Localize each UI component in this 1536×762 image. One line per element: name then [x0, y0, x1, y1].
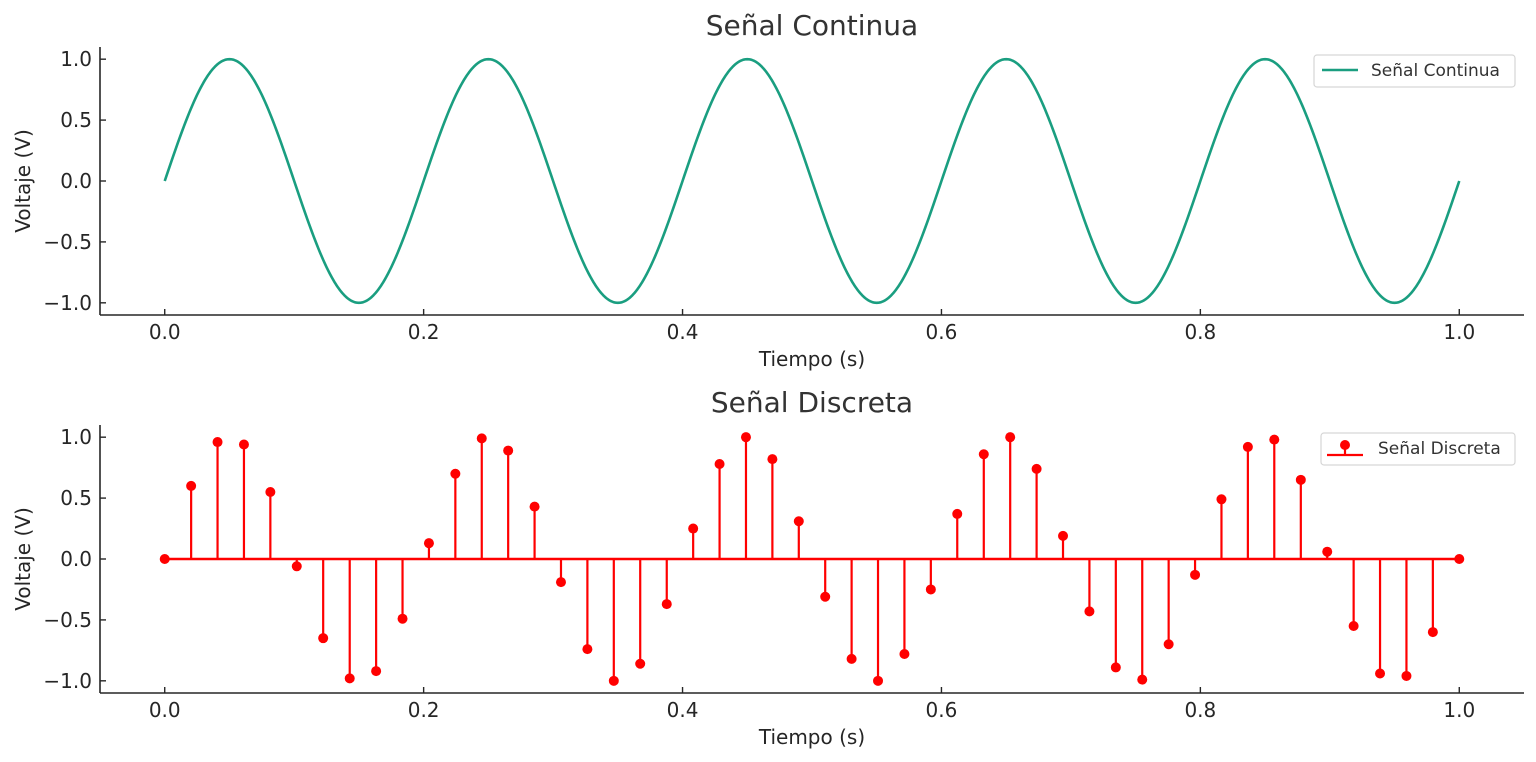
x-axis-label: Tiempo (s)	[758, 347, 865, 371]
stem-marker	[688, 523, 699, 534]
stem-marker	[1348, 621, 1359, 631]
stem-marker	[899, 649, 910, 660]
x-tick-label: 0.0	[149, 698, 181, 722]
stem-marker	[371, 666, 382, 677]
legend-label: Señal Discreta	[1378, 439, 1501, 459]
x-tick-label: 0.4	[667, 320, 699, 344]
stem-marker	[555, 577, 566, 588]
stem-marker	[291, 561, 302, 572]
stem-marker	[1163, 639, 1174, 650]
legend-box	[1313, 54, 1516, 88]
x-axis-label: Tiempo (s)	[758, 725, 865, 749]
stem-marker	[1269, 434, 1280, 445]
y-tick-label: −1.0	[43, 291, 92, 315]
x-tick-label: 0.0	[149, 320, 181, 344]
series-line-senal-continua	[163, 57, 1461, 305]
y-tick-label: 1.0	[60, 47, 92, 71]
stem-marker	[397, 613, 408, 624]
x-tick-label: 0.2	[408, 320, 440, 344]
stem-marker	[1322, 546, 1333, 557]
x-tick-label: 1.0	[1443, 698, 1475, 722]
chart-1: Señal Continua 0.0 0.2 0.4 0.6 0.8 1.0 1.0 0.5 0.…	[11, 9, 1524, 371]
y-tick-label: −0.5	[43, 230, 92, 254]
stem-marker	[1005, 432, 1016, 443]
stem-marker	[740, 432, 751, 443]
stem-marker	[1084, 606, 1095, 617]
stem-marker	[1216, 494, 1227, 505]
stem-marker	[1242, 441, 1253, 452]
y-tick-label: 0.5	[60, 486, 92, 510]
legend-marker-swatch	[1340, 440, 1350, 450]
stem-marker	[873, 675, 884, 686]
stem-marker	[582, 644, 593, 655]
stem-marker	[1058, 530, 1069, 541]
chart-title: Señal Continua	[706, 9, 918, 42]
stem-marker	[608, 675, 619, 686]
x-tick-label: 0.6	[926, 320, 958, 344]
stem-marker	[925, 584, 936, 595]
stem-marker	[1454, 554, 1465, 564]
y-axis-label: Voltaje (V)	[11, 507, 35, 611]
stem-marker	[793, 516, 804, 527]
stem-marker	[423, 538, 434, 549]
y-tick-label: 0.0	[60, 547, 92, 571]
stem-marker	[846, 653, 857, 664]
stem-marker	[661, 599, 672, 610]
stem-marker	[1190, 569, 1201, 580]
legend-label: Señal Continua	[1371, 61, 1500, 81]
legend: Señal Continua	[1313, 54, 1516, 88]
stem-marker	[450, 468, 461, 479]
chart-2: Señal Discreta 0.0 0.2 0.4 0.6 0.8 1.0 1.0 0.5 0.…	[11, 386, 1524, 749]
stem-marker	[1137, 674, 1148, 685]
stem-marker	[952, 508, 963, 519]
stem-marker	[186, 480, 197, 491]
stem-marker	[978, 449, 989, 460]
legend: Señal Discreta	[1320, 432, 1516, 466]
y-tick-label: −1.0	[43, 669, 92, 693]
stem-marker	[1031, 463, 1042, 474]
stem-marker	[1110, 662, 1121, 673]
stem-marker	[714, 458, 725, 469]
stem-marker	[1295, 474, 1306, 485]
stem-marker	[318, 633, 329, 644]
stem-marker	[1375, 668, 1386, 679]
stem-marker	[159, 554, 170, 564]
y-tick-label: 1.0	[60, 425, 92, 449]
x-tick-label: 0.8	[1184, 320, 1216, 344]
x-tick-label: 0.8	[1184, 698, 1216, 722]
x-tick-label: 0.6	[926, 698, 958, 722]
chart-title: Señal Discreta	[711, 386, 913, 419]
x-tick-label: 0.2	[408, 698, 440, 722]
stem-marker	[476, 433, 487, 444]
y-tick-label: −0.5	[43, 608, 92, 632]
x-tick-label: 0.4	[667, 698, 699, 722]
y-axis-label: Voltaje (V)	[11, 129, 35, 233]
y-tick-label: 0.0	[60, 169, 92, 193]
stem-marker	[767, 454, 778, 465]
y-tick-label: 0.5	[60, 108, 92, 132]
stem-marker	[503, 445, 514, 456]
stem-marker	[344, 673, 355, 684]
stem-marker	[265, 487, 276, 497]
stem-marker	[820, 591, 831, 602]
x-tick-label: 1.0	[1443, 320, 1475, 344]
stem-marker	[635, 658, 646, 669]
stem-marker	[238, 439, 249, 450]
stem-marker	[1427, 627, 1438, 638]
stem-marker	[212, 437, 223, 448]
stem-marker	[1401, 670, 1412, 681]
legend-box	[1320, 432, 1516, 466]
stem-marker	[529, 501, 540, 512]
